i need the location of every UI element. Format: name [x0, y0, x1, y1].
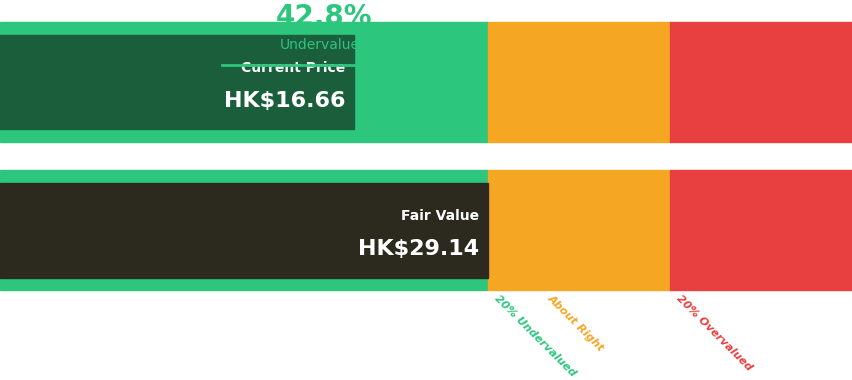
Text: 42.8%: 42.8%	[275, 3, 372, 31]
Text: Fair Value: Fair Value	[400, 209, 479, 223]
Bar	[0, 183, 487, 277]
Text: 20% Undervalued: 20% Undervalued	[492, 293, 577, 378]
Bar	[0, 170, 487, 290]
Text: 20% Overvalued: 20% Overvalued	[674, 293, 753, 373]
Text: Current Price: Current Price	[241, 61, 345, 75]
Text: Undervalued: Undervalued	[279, 38, 368, 52]
Text: About Right: About Right	[544, 293, 605, 353]
Bar	[0, 35, 354, 129]
Bar	[487, 22, 670, 142]
Bar	[670, 22, 852, 142]
Bar	[0, 22, 487, 142]
Bar	[487, 170, 670, 290]
Text: HK$16.66: HK$16.66	[224, 91, 345, 111]
Text: HK$29.14: HK$29.14	[358, 239, 479, 259]
Bar	[670, 170, 852, 290]
